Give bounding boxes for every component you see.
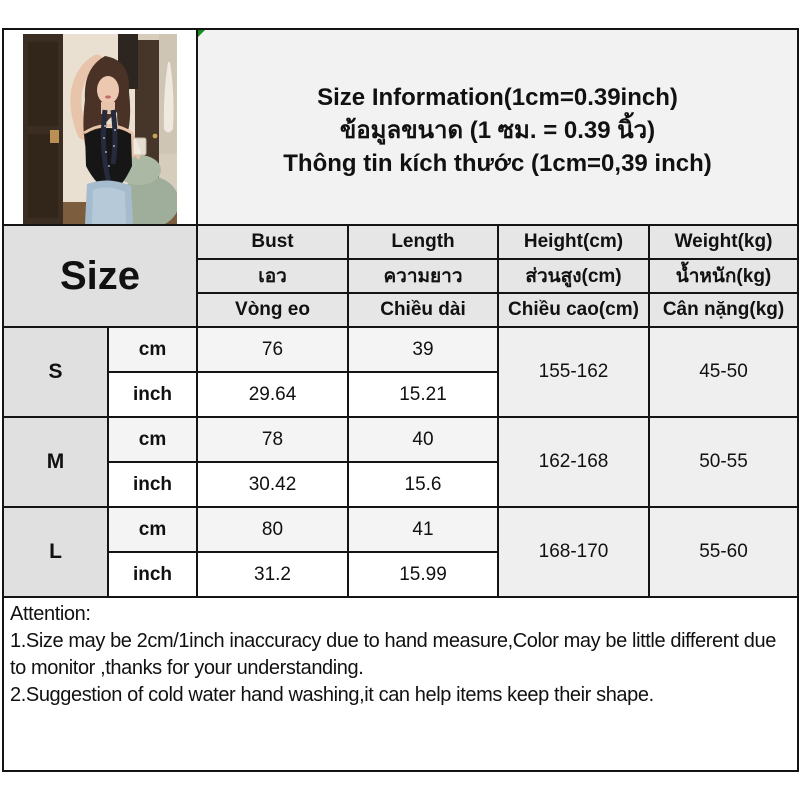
attention-cell: Attention: 1.Size may be 2cm/1inch inacc… <box>1 596 800 772</box>
l-weight-range: 55-60 <box>647 506 800 598</box>
header-row-english: Size Bust Length Height(cm) Weight(kg) <box>2 224 800 328</box>
title-cell: Size Information(1cm=0.39inch) ข้อมูลขนา… <box>195 28 800 226</box>
table-row-m-cm: M cm 78 40 162-168 50-55 <box>2 416 800 508</box>
unit-cm: cm <box>107 506 198 553</box>
unit-cm: cm <box>107 326 198 373</box>
unit-cm: cm <box>107 416 198 463</box>
col-height-vi: Chiều cao(cm) <box>497 292 650 328</box>
unit-inch: inch <box>107 551 198 598</box>
s-length-inch: 15.21 <box>347 371 499 418</box>
table-row-s-cm: S cm 76 39 155-162 45-50 <box>2 326 800 418</box>
table-row-l-cm: L cm 80 41 168-170 55-60 <box>2 506 800 598</box>
l-length-cm: 41 <box>347 506 499 553</box>
col-length-th: ความยาว <box>347 258 499 294</box>
title-english: Size Information(1cm=0.39inch) <box>317 83 678 111</box>
table-row-s-inch: inch 29.64 15.21 <box>3 371 798 418</box>
product-photo-cell <box>2 28 198 226</box>
attention-note-1: 1.Size may be 2cm/1inch inaccuracy due t… <box>10 630 776 679</box>
s-bust-inch: 29.64 <box>196 371 349 418</box>
attention-heading: Attention: <box>10 603 91 625</box>
m-height-range: 162-168 <box>497 416 650 508</box>
col-length-en: Length <box>347 224 499 260</box>
col-weight-en: Weight(kg) <box>647 224 800 260</box>
attention-row: Attention: 1.Size may be 2cm/1inch inacc… <box>1 596 800 772</box>
size-header: Size <box>2 224 198 328</box>
header-row-thai: เอว ความยาว ส่วนสูง(cm) น้ำหนัก(kg) <box>3 258 800 294</box>
model-photo <box>23 34 177 223</box>
green-corner-marker-icon <box>199 31 210 38</box>
size-label-l: L <box>2 506 109 598</box>
m-length-cm: 40 <box>347 416 499 463</box>
attention-note-2: 2.Suggestion of cold water hand washing,… <box>10 684 654 706</box>
l-height-range: 168-170 <box>497 506 650 598</box>
size-label-s: S <box>2 326 109 418</box>
l-bust-inch: 31.2 <box>196 551 349 598</box>
s-bust-cm: 76 <box>196 326 349 373</box>
col-bust-vi: Vòng eo <box>196 292 349 328</box>
unit-inch: inch <box>107 371 198 418</box>
m-length-inch: 15.6 <box>347 461 499 508</box>
table-row-l-inch: inch 31.2 15.99 <box>3 551 798 598</box>
col-weight-vi: Cân nặng(kg) <box>647 292 800 328</box>
col-bust-th: เอว <box>196 258 349 294</box>
s-weight-range: 45-50 <box>647 326 800 418</box>
l-bust-cm: 80 <box>196 506 349 553</box>
l-length-inch: 15.99 <box>347 551 499 598</box>
m-bust-inch: 30.42 <box>196 461 349 508</box>
title-row: Size Information(1cm=0.39inch) ข้อมูลขนา… <box>2 28 800 226</box>
unit-inch: inch <box>107 461 198 508</box>
table-row-m-inch: inch 30.42 15.6 <box>3 461 798 508</box>
title-thai: ข้อมูลขนาด (1 ซม. = 0.39 นิ้ว) <box>339 116 656 144</box>
col-bust-en: Bust <box>196 224 349 260</box>
s-height-range: 155-162 <box>497 326 650 418</box>
size-label-m: M <box>2 416 109 508</box>
col-length-vi: Chiều dài <box>347 292 499 328</box>
s-length-cm: 39 <box>347 326 499 373</box>
header-row-vietnamese: Vòng eo Chiều dài Chiều cao(cm) Cân nặng… <box>3 292 800 328</box>
m-bust-cm: 78 <box>196 416 349 463</box>
col-weight-th: น้ำหนัก(kg) <box>647 258 800 294</box>
col-height-en: Height(cm) <box>497 224 650 260</box>
m-weight-range: 50-55 <box>647 416 800 508</box>
col-height-th: ส่วนสูง(cm) <box>497 258 650 294</box>
size-table: Size Information(1cm=0.39inch) ข้อมูลขนา… <box>1 28 800 772</box>
title-vietnamese: Thông tin kích thước (1cm=0,39 inch) <box>283 149 712 177</box>
